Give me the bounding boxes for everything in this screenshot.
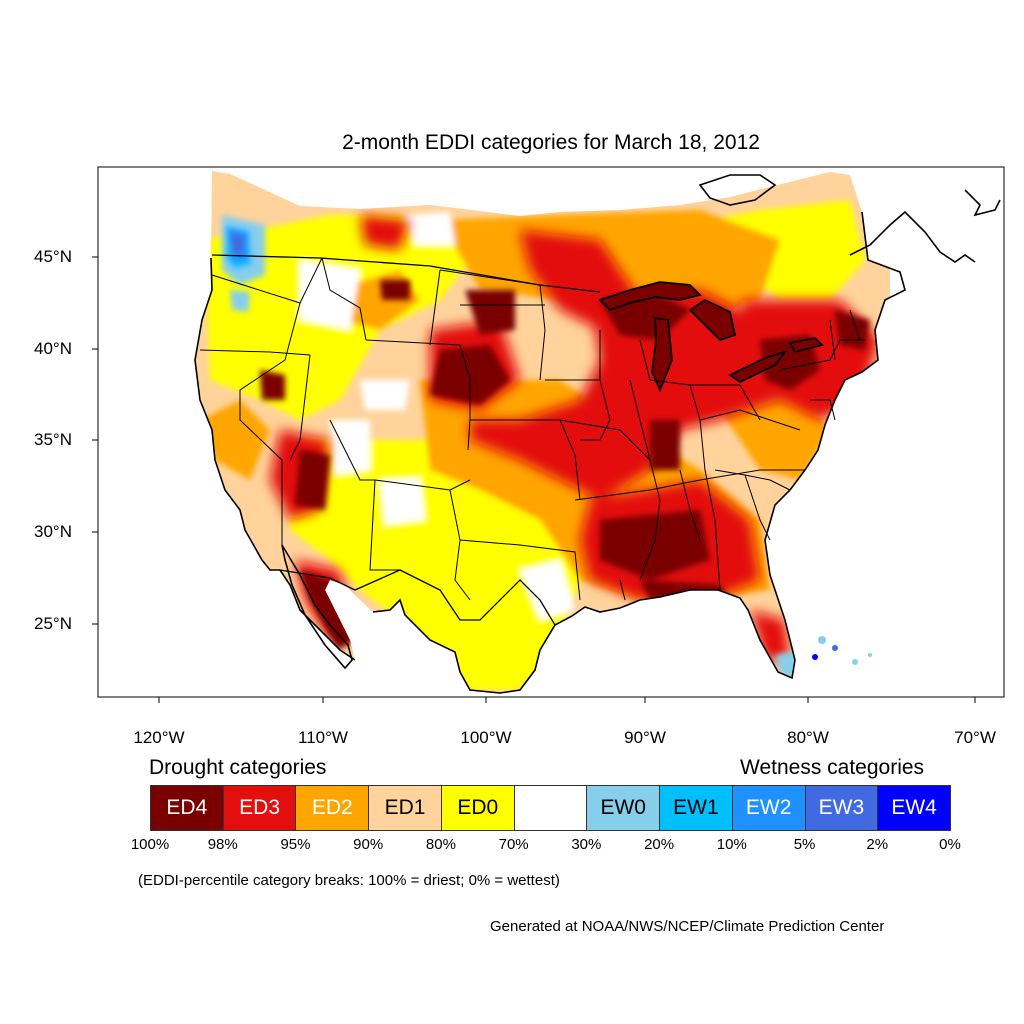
credit-line: Generated at NOAA/NWS/NCEP/Climate Predi…	[490, 918, 885, 935]
legend-break-label: 0%	[939, 836, 961, 853]
legend-box-ew2: EW2	[731, 785, 806, 831]
state-boundaries	[199, 257, 865, 601]
legend-break-label: 30%	[571, 836, 602, 853]
category-breaks-note: (EDDI-percentile category breaks: 100% =…	[138, 872, 560, 889]
lon-label-110w: 110°W	[298, 728, 348, 747]
international-border	[211, 254, 601, 626]
lon-label-80w: 80°W	[787, 728, 829, 747]
map-frame	[97, 166, 1005, 698]
drought-categories-heading: Drought categories	[149, 756, 327, 779]
coastline-outline	[194, 174, 1001, 694]
legend-break-label: 95%	[280, 836, 311, 853]
caribbean-wet-patches	[812, 636, 872, 665]
legend-box-ed0: ED0	[440, 785, 515, 831]
lat-label-45: 45°N	[34, 247, 72, 266]
legend-break-label: 10%	[716, 836, 747, 853]
legend-break-label: 98%	[207, 836, 238, 853]
legend-box-ew3: EW3	[804, 785, 879, 831]
legend-break-label: 2%	[866, 836, 889, 853]
axis-ticks	[92, 256, 976, 703]
legend-box-normal	[513, 785, 588, 831]
lat-label-35: 35°N	[34, 430, 72, 449]
legend-break-label: 100%	[130, 836, 170, 853]
legend-break-label: 70%	[498, 836, 529, 853]
great-lakes	[598, 281, 824, 393]
wetness-categories-heading: Wetness categories	[740, 756, 925, 779]
lat-label-40: 40°N	[34, 339, 72, 358]
lon-label-90w: 90°W	[624, 728, 666, 747]
lat-label-25: 25°N	[34, 614, 72, 633]
map-title: 2-month EDDI categories for March 18, 20…	[342, 131, 760, 154]
legend-box-ew4: EW4	[877, 785, 951, 831]
legend-box-ed3: ED3	[222, 785, 297, 831]
lon-label-100w: 100°W	[460, 728, 512, 747]
legend-box-ew0: EW0	[586, 785, 661, 831]
lat-label-30: 30°N	[34, 522, 72, 541]
legend-box-ed1: ED1	[368, 785, 442, 831]
category-fields	[195, 171, 890, 693]
legend-box-ed2: ED2	[295, 785, 370, 831]
legend-box-ew1: EW1	[659, 785, 733, 831]
legend-break-label: 5%	[793, 836, 816, 853]
lon-label-70w: 70°W	[954, 728, 996, 747]
legend-break-label: 20%	[644, 836, 675, 853]
legend-break-label: 90%	[353, 836, 384, 853]
legend-break-label: 80%	[425, 836, 456, 853]
lon-label-120w: 120°W	[133, 728, 185, 747]
legend-box-ed4: ED4	[150, 785, 224, 831]
